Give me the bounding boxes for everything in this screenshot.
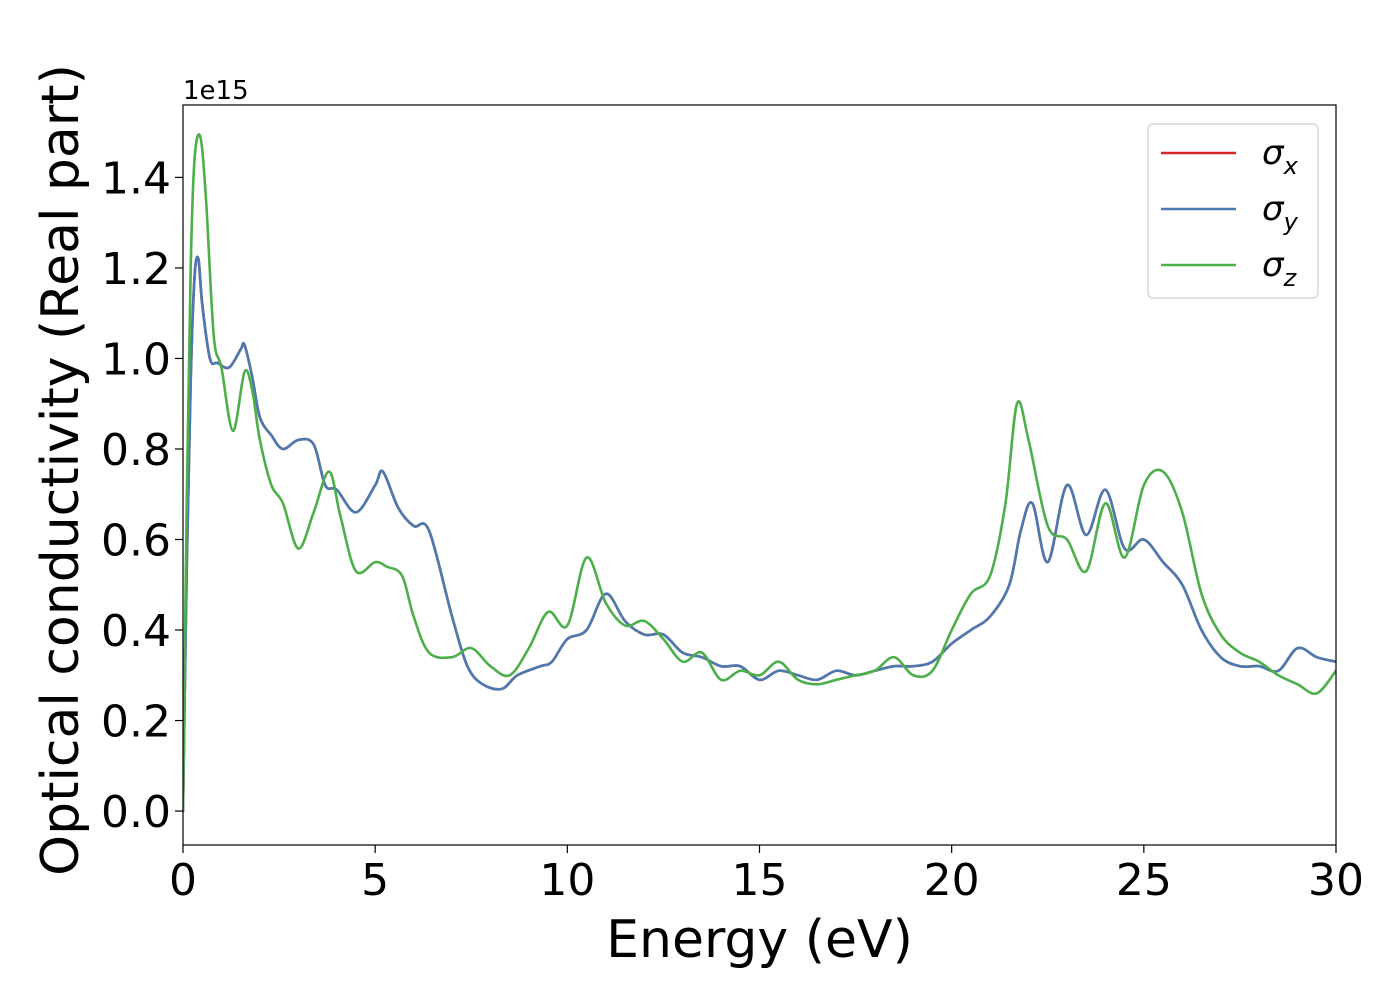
y-tick-label: 1.4 <box>101 153 171 204</box>
x-tick-label: 10 <box>539 855 595 906</box>
x-tick-label: 20 <box>924 855 980 906</box>
legend-label: σz <box>1262 245 1298 292</box>
y-tick-label: 0.2 <box>101 697 171 748</box>
legend-item-sigma-x: σx <box>1161 133 1299 180</box>
legend-item-sigma-z: σz <box>1161 245 1298 292</box>
x-tick-label: 25 <box>1116 855 1172 906</box>
y-tick-label: 1.2 <box>101 244 171 295</box>
legend-item-sigma-y: σy <box>1161 189 1299 236</box>
axes-layer: 0 5 10 15 20 25 30 0.0 0.2 0.4 0.6 0.8 1.0 1.2 1.4 <box>101 153 1364 906</box>
y-tick-label: 0.8 <box>101 425 171 476</box>
series-layer <box>183 132 1336 813</box>
series-line-sigma-z <box>183 132 1336 813</box>
y-scale-label: 1e15 <box>183 76 249 106</box>
legend-label: σx <box>1262 133 1299 180</box>
y-tick-label: 0.6 <box>101 515 171 566</box>
y-axis-label: Optical conductivity (Real part) <box>31 64 91 876</box>
y-tick-label: 0.0 <box>101 787 171 838</box>
y-tick-label: 0.4 <box>101 606 171 657</box>
series-line-sigma-y <box>183 255 1336 813</box>
legend-label: σy <box>1262 189 1299 236</box>
x-axis-label: Energy (eV) <box>606 910 913 970</box>
x-tick-label: 0 <box>169 855 197 906</box>
x-tick-label: 15 <box>732 855 788 906</box>
y-tick-label: 1.0 <box>101 334 171 385</box>
x-tick-label: 5 <box>361 855 389 906</box>
legend: σx σy σz <box>1147 123 1319 299</box>
series-line-sigma-x <box>183 255 1336 813</box>
x-tick-label: 30 <box>1308 855 1364 906</box>
legend-box <box>1147 123 1319 299</box>
